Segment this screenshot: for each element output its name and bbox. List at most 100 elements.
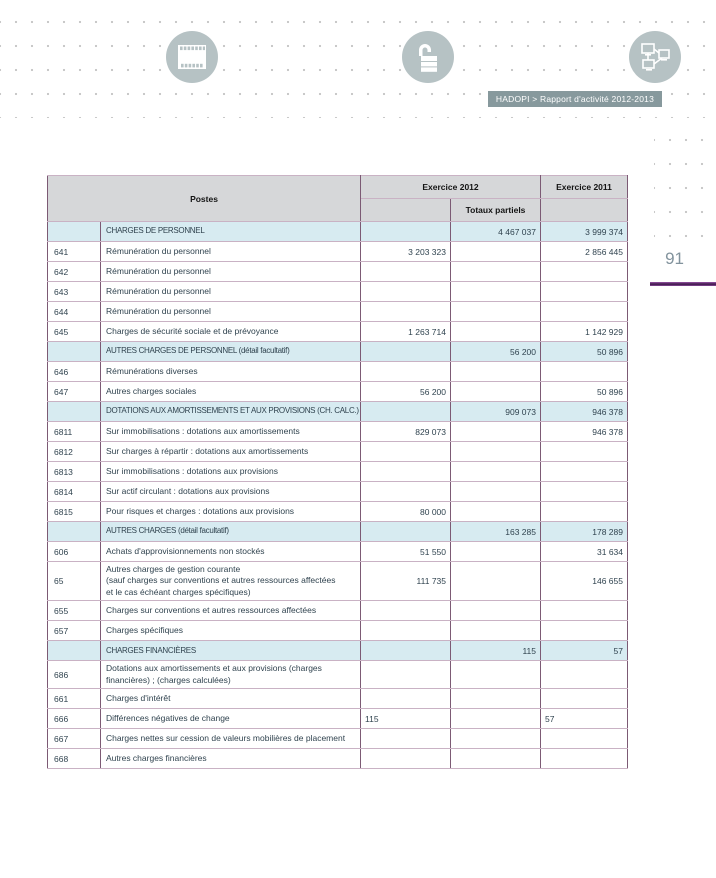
value-2011-cell: [540, 620, 628, 642]
label-cell: Rémunérations diverses: [100, 361, 361, 382]
value-2011-cell: [540, 301, 628, 322]
code-cell: [47, 521, 101, 542]
header-postes: Postes: [47, 175, 361, 222]
value-2011-cell: [540, 660, 628, 690]
value-2012-cell: [360, 361, 451, 382]
totaux-partiels-cell: [450, 321, 541, 342]
totaux-partiels-cell: [450, 381, 541, 402]
value-2011-cell: [540, 441, 628, 462]
value-2011-cell: 57: [540, 708, 628, 730]
totaux-partiels-cell: [450, 541, 541, 562]
label-cell: Rémunération du personnel: [100, 301, 361, 322]
code-cell: 646: [47, 361, 101, 382]
value-2012-cell: 56 200: [360, 381, 451, 402]
value-2012-cell: [360, 728, 451, 750]
label-cell: CHARGES FINANCIÈRES: [100, 640, 361, 662]
label-cell: Autres charges sociales: [100, 381, 361, 402]
dot-pattern-right: [654, 118, 716, 258]
table-row: 641 Rémunération du personnel 3 203 323 2 8…: [47, 241, 628, 262]
header-empty-2012: [360, 198, 451, 222]
section-row: CHARGES DE PERSONNEL 4 467 037 3 999 374: [47, 221, 628, 242]
value-2011-cell: 946 378: [540, 421, 628, 442]
table-row: 6812 Sur charges à répartir : dotations a…: [47, 441, 628, 462]
totaux-partiels-cell: [450, 728, 541, 750]
label-cell: Sur actif circulant : dotations aux prov…: [100, 481, 361, 502]
code-cell: 666: [47, 708, 101, 730]
label-cell: Rémunération du personnel: [100, 281, 361, 302]
label-cell: Achats d'approvisionnements non stockés: [100, 541, 361, 562]
value-2011-cell: 50 896: [540, 381, 628, 402]
table-row: 643 Rémunération du personnel: [47, 281, 628, 302]
totaux-partiels-cell: [450, 361, 541, 382]
table-row: 6815 Pour risques et charges : dotations …: [47, 501, 628, 522]
charges-table: Postes Exercice 2012 Exercice 2011 Totau…: [47, 175, 628, 770]
code-cell: 6813: [47, 461, 101, 482]
network-icon: [629, 31, 681, 83]
table-row: 644 Rémunération du personnel: [47, 301, 628, 322]
code-cell: 657: [47, 620, 101, 642]
code-cell: [47, 221, 101, 242]
page-number-rule: [650, 282, 716, 286]
table-row: 6813 Sur immobilisations : dotations aux …: [47, 461, 628, 482]
totaux-partiels-cell: [450, 481, 541, 502]
value-2011-cell: [540, 748, 628, 770]
value-2012-cell: [360, 748, 451, 770]
value-2012-cell: 80 000: [360, 501, 451, 522]
value-2011-cell: [540, 728, 628, 750]
totaux-partiels-cell: 163 285: [450, 521, 541, 542]
label-cell: Dotations aux amortissements et aux prov…: [100, 660, 361, 690]
code-cell: [47, 341, 101, 362]
code-cell: 65: [47, 560, 101, 602]
value-2011-cell: [540, 501, 628, 522]
code-cell: 6815: [47, 501, 101, 522]
code-cell: [47, 401, 101, 422]
code-cell: 642: [47, 261, 101, 282]
page-number: 91: [665, 249, 684, 268]
value-2012-cell: [360, 620, 451, 642]
value-2012-cell: [360, 660, 451, 690]
value-2012-cell: 829 073: [360, 421, 451, 442]
table-row: 657 Charges spécifiques: [47, 620, 628, 642]
value-2012-cell: 1 263 714: [360, 321, 451, 342]
totaux-partiels-cell: [450, 560, 541, 602]
totaux-partiels-cell: [450, 688, 541, 710]
code-cell: 655: [47, 600, 101, 622]
value-2011-cell: [540, 600, 628, 622]
code-cell: 668: [47, 748, 101, 770]
value-2012-cell: 115: [360, 708, 451, 730]
code-cell: 686: [47, 660, 101, 690]
totaux-partiels-cell: [450, 620, 541, 642]
label-cell: Autres charges de gestion courante (sauf…: [100, 560, 361, 602]
value-2011-cell: 1 142 929: [540, 321, 628, 342]
code-cell: 6811: [47, 421, 101, 442]
label-cell: AUTRES CHARGES (détail facultatif): [100, 521, 361, 542]
label-cell: DOTATIONS AUX AMORTISSEMENTS ET AUX PROV…: [100, 401, 361, 422]
section-row: AUTRES CHARGES DE PERSONNEL (détail facu…: [47, 341, 628, 362]
value-2012-cell: 111 735: [360, 560, 451, 602]
value-2012-cell: [360, 600, 451, 622]
value-2011-cell: [540, 281, 628, 302]
table-row: 655 Charges sur conventions et autres res…: [47, 600, 628, 622]
label-cell: Pour risques et charges : dotations aux …: [100, 501, 361, 522]
code-cell: 606: [47, 541, 101, 562]
code-cell: 6814: [47, 481, 101, 502]
totaux-partiels-cell: [450, 708, 541, 730]
table-row: 646 Rémunérations diverses: [47, 361, 628, 382]
totaux-partiels-cell: [450, 748, 541, 770]
code-cell: 661: [47, 688, 101, 710]
code-cell: 6812: [47, 441, 101, 462]
code-cell: 645: [47, 321, 101, 342]
totaux-partiels-cell: [450, 301, 541, 322]
totaux-partiels-cell: [450, 241, 541, 262]
totaux-partiels-cell: [450, 261, 541, 282]
value-2012-cell: [360, 401, 451, 422]
value-2011-cell: 3 999 374: [540, 221, 628, 242]
label-cell: Charges de sécurité sociale et de prévoy…: [100, 321, 361, 342]
label-cell: Rémunération du personnel: [100, 261, 361, 282]
value-2011-cell: 2 856 445: [540, 241, 628, 262]
value-2012-cell: [360, 688, 451, 710]
code-cell: 641: [47, 241, 101, 262]
totaux-partiels-cell: [450, 281, 541, 302]
value-2011-cell: [540, 261, 628, 282]
value-2012-cell: [360, 461, 451, 482]
